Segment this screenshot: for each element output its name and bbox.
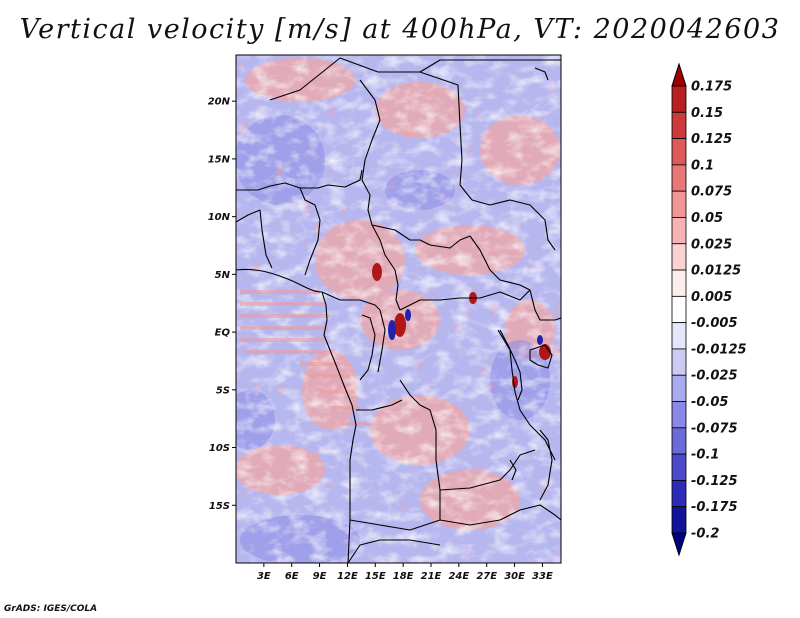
colorbar-label: -0.025: [691, 369, 738, 384]
lon-tick-label: 33E: [532, 571, 553, 582]
colorbar-label: -0.005: [691, 316, 738, 331]
colorbar-swatch: [671, 164, 687, 192]
colorbar-swatch: [671, 295, 687, 324]
lat-tick-label: 5N: [215, 270, 231, 281]
colorbar-label: -0.1: [691, 448, 719, 463]
lon-tick-label: 30E: [504, 571, 525, 582]
lat-tick-label: 15N: [208, 154, 231, 165]
colorbar-label: -0.075: [691, 421, 738, 436]
latitude-axis: 20N 15N 10N 5N EQ 5S 10S 15S: [208, 97, 236, 512]
colorbar-label: 0.075: [691, 185, 732, 200]
lon-tick-label: 9E: [313, 571, 327, 582]
colorbar-swatch: [671, 269, 687, 297]
lon-tick-label: 24E: [448, 571, 469, 582]
colorbar-swatch: [671, 322, 687, 350]
lon-tick-label: 21E: [421, 571, 442, 582]
lon-tick-label: 12E: [337, 571, 358, 582]
grads-credit: GrADS: IGES/COLA: [4, 604, 98, 614]
lat-tick-label: 5S: [216, 385, 230, 396]
colorbar-label: -0.05: [691, 395, 728, 410]
lat-tick-label: 10S: [209, 443, 230, 454]
colorbar-label: 0.0125: [691, 264, 741, 279]
colorbar-label: -0.2: [691, 527, 719, 542]
country-borders: [236, 57, 561, 563]
lon-tick-label: 3E: [257, 571, 271, 582]
colorbar-label: 0.025: [691, 237, 732, 252]
colorbar-label: 0.15: [691, 106, 723, 121]
colorbar-swatch: [671, 138, 687, 166]
colorbar-swatch: [671, 85, 687, 113]
colorbar-swatch: [671, 190, 687, 218]
colorbar-label: 0.005: [691, 290, 732, 305]
lon-tick-label: 6E: [285, 571, 299, 582]
colorbar-swatch: [671, 348, 687, 376]
colorbar-bottom-arrow: [671, 532, 687, 557]
chart-title: Vertical velocity [m/s] at 400hPa, VT: 2…: [19, 14, 781, 45]
colorbar-swatch: [671, 243, 687, 271]
colorbar-label: 0.1: [691, 158, 714, 173]
colorbar-label: -0.175: [691, 500, 738, 515]
lat-tick-label: 20N: [208, 97, 231, 108]
lon-tick-label: 15E: [365, 571, 386, 582]
colorbar-label: -0.125: [691, 474, 738, 489]
colorbar-swatch: [671, 111, 687, 139]
colorbar-swatch: [671, 427, 687, 455]
lat-tick-label: 10N: [208, 212, 231, 223]
colorbar-label: 0.05: [691, 211, 723, 226]
vertical-velocity-field: [236, 55, 561, 563]
colorbar-label: 0.125: [691, 132, 732, 147]
colorbar-swatch: [671, 374, 687, 402]
lat-tick-label: EQ: [215, 328, 231, 339]
colorbar-label: 0.175: [691, 80, 732, 95]
colorbar-swatch: [671, 217, 687, 245]
colorbar-label: -0.0125: [691, 342, 747, 357]
lat-tick-label: 15S: [209, 501, 230, 512]
colorbar-top-arrow: [671, 62, 687, 87]
plot-frame: [235, 54, 562, 564]
colorbar-swatch: [671, 453, 687, 481]
lon-tick-label: 18E: [393, 571, 414, 582]
colorbar-swatch: [671, 480, 687, 508]
lon-tick-label: 27E: [476, 571, 497, 582]
colorbar-swatch: [671, 506, 687, 534]
colorbar-swatch: [671, 401, 687, 429]
longitude-axis: 3E 6E 9E 12E 15E 18E 21E 24E 27E 30E 33E: [257, 563, 553, 582]
colorbar: 0.175 0.15 0.125 0.1 0.075 0.05 0.025 0.0125 0.0…: [671, 62, 747, 557]
